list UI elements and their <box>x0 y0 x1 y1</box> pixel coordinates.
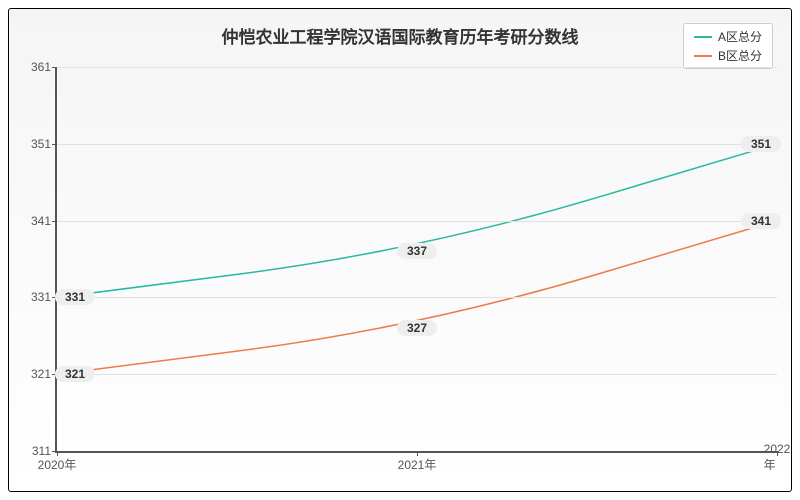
y-tick-mark <box>52 221 57 222</box>
data-label: 331 <box>55 289 95 305</box>
gridline <box>57 374 777 375</box>
gridline <box>57 297 777 298</box>
legend-swatch-a <box>694 36 712 38</box>
x-tick-label: 2020年 <box>38 456 77 473</box>
legend-swatch-b <box>694 55 712 57</box>
legend-item-b: B区总分 <box>694 47 762 64</box>
gridline <box>57 67 777 68</box>
data-label: 341 <box>741 213 781 229</box>
legend-item-a: A区总分 <box>694 28 762 45</box>
y-tick-label: 341 <box>17 214 51 228</box>
gridline <box>57 221 777 222</box>
x-tick-label: 2021年 <box>398 456 437 473</box>
y-tick-mark <box>52 67 57 68</box>
x-tick-label: 2022年 <box>764 442 791 473</box>
data-label: 327 <box>397 320 437 336</box>
y-tick-label: 361 <box>17 60 51 74</box>
y-tick-label: 321 <box>17 367 51 381</box>
data-label: 351 <box>741 136 781 152</box>
plot-area: 3113213313413513612020年2021年2022年3313373… <box>55 67 777 453</box>
legend: A区总分 B区总分 <box>683 23 773 69</box>
y-tick-label: 351 <box>17 137 51 151</box>
y-tick-mark <box>52 144 57 145</box>
x-tick-mark <box>57 451 58 456</box>
data-label: 337 <box>397 243 437 259</box>
data-label: 321 <box>55 366 95 382</box>
legend-label-a: A区总分 <box>718 28 762 45</box>
x-tick-mark <box>777 451 778 456</box>
legend-label-b: B区总分 <box>718 47 762 64</box>
y-tick-label: 331 <box>17 290 51 304</box>
chart-title: 仲恺农业工程学院汉语国际教育历年考研分数线 <box>9 23 791 48</box>
gridline <box>57 144 777 145</box>
chart-frame: 仲恺农业工程学院汉语国际教育历年考研分数线 A区总分 B区总分 31132133… <box>8 8 792 492</box>
x-tick-mark <box>417 451 418 456</box>
